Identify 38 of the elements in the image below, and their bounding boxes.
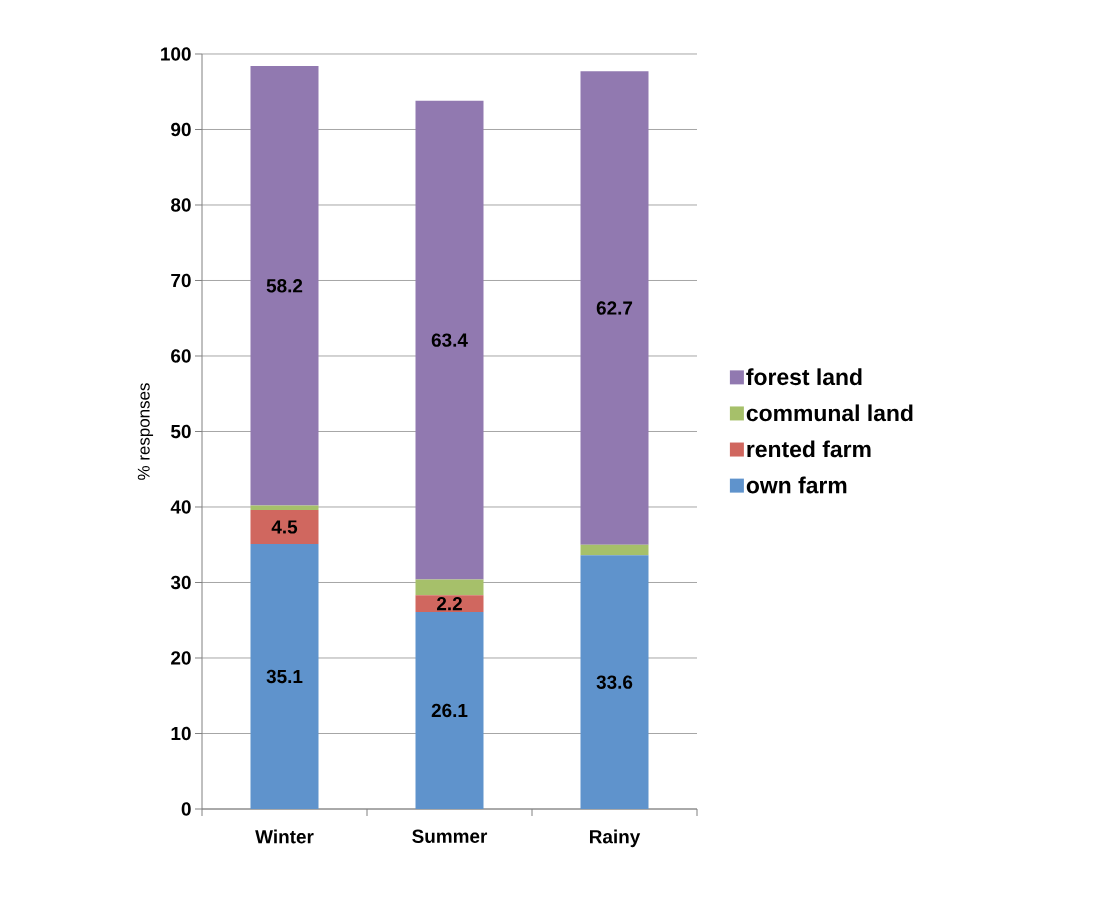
data-label: 26.1 (431, 703, 468, 718)
data-label: 62.7 (596, 301, 633, 315)
bar (580, 71, 649, 545)
legend-label: own farm (746, 476, 847, 494)
y-tick-label: 10 (171, 726, 191, 741)
y-tick-label: 0 (181, 802, 191, 816)
y-tick-label: 40 (170, 500, 191, 514)
bar (580, 555, 649, 809)
y-tick-label: 60 (171, 349, 191, 363)
y-tick-label: 30 (170, 575, 191, 590)
y-tick-label: 80 (171, 198, 191, 212)
legend-label: rented farm (747, 440, 871, 458)
legend-label: communal land (746, 404, 913, 422)
data-label: 63.4 (431, 333, 468, 347)
y-tick-label: 50 (171, 424, 191, 439)
y-tick-label: 90 (171, 122, 191, 137)
bar (250, 543, 319, 809)
x-tick-label: Summer (412, 829, 488, 843)
bar (415, 595, 484, 612)
data-label: 2.2 (437, 597, 462, 611)
legend-label: forest land (746, 368, 862, 386)
bar (415, 611, 484, 809)
bar (250, 510, 319, 544)
y-tick-label: 70 (171, 273, 191, 288)
bar (415, 100, 484, 580)
data-label: 58.2 (266, 279, 303, 293)
y-axis-title: % responses (137, 383, 154, 480)
x-tick-label: Winter (255, 829, 314, 844)
bar (580, 544, 649, 556)
bar (250, 505, 319, 511)
data-label: 4.5 (271, 520, 298, 534)
bar (415, 579, 484, 596)
data-label: 33.6 (596, 675, 633, 689)
y-tick-label: 100 (161, 47, 191, 61)
bar (250, 66, 319, 506)
x-tick-label: Rainy (590, 829, 641, 848)
y-tick-label: 20 (171, 651, 191, 665)
data-label: 35.1 (266, 669, 303, 684)
